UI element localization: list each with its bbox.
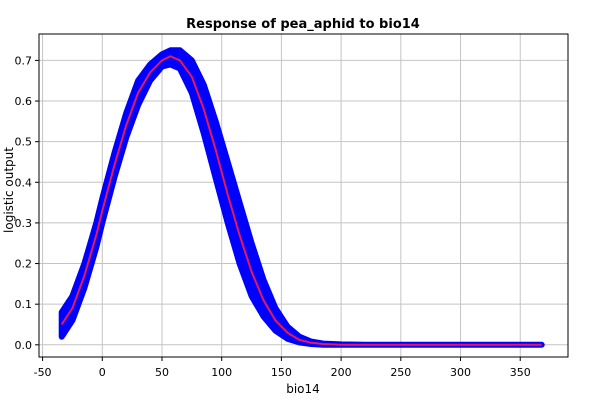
x-tick-label: 0: [99, 366, 106, 379]
chart-title: Response of pea_aphid to bio14: [186, 17, 420, 32]
mean-line: [60, 55, 542, 346]
x-tick-label: 350: [510, 366, 531, 379]
x-tick-label: 250: [390, 366, 411, 379]
y-tick-label: 0.1: [15, 298, 33, 311]
x-tick-label: 150: [271, 366, 292, 379]
y-tick-label: 0.5: [15, 136, 33, 149]
x-tick-label: -50: [34, 366, 52, 379]
y-tick-label: 0.0: [15, 339, 33, 352]
x-tick-label: 50: [155, 366, 169, 379]
x-tick-label: 200: [331, 366, 352, 379]
x-axis-ticks: -50 0 50 100 150 200 250 300 350: [34, 357, 531, 379]
x-axis-label: bio14: [286, 382, 320, 396]
y-tick-label: 0.4: [15, 176, 33, 189]
x-tick-label: 100: [211, 366, 232, 379]
mean-response-line: [60, 55, 542, 346]
x-tick-label: 300: [450, 366, 471, 379]
plot-area-frame: [38, 33, 569, 358]
y-tick-label: 0.3: [15, 217, 33, 230]
y-tick-label: 0.2: [15, 258, 33, 271]
y-axis-label: logistic output: [2, 147, 16, 233]
y-tick-label: 0.7: [15, 54, 33, 67]
y-tick-label: 0.6: [15, 95, 33, 108]
y-axis-ticks: 0.0 0.1 0.2 0.3 0.4 0.5 0.6 0.7: [15, 54, 39, 352]
